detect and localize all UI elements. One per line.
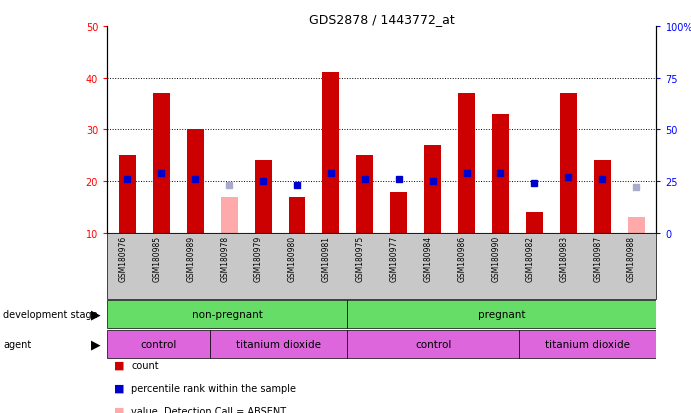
- Text: ▶: ▶: [91, 308, 100, 321]
- Text: ▶: ▶: [91, 337, 100, 351]
- Text: GSM180985: GSM180985: [152, 235, 162, 281]
- Text: titanium dioxide: titanium dioxide: [545, 339, 630, 349]
- FancyBboxPatch shape: [107, 330, 210, 358]
- Text: non-pregnant: non-pregnant: [192, 309, 263, 319]
- Bar: [492, 114, 509, 233]
- Bar: [153, 94, 170, 233]
- Bar: [289, 197, 305, 233]
- Text: GSM180981: GSM180981: [322, 235, 331, 281]
- Bar: [627, 218, 645, 233]
- Bar: [390, 192, 407, 233]
- FancyBboxPatch shape: [519, 330, 656, 358]
- Bar: [458, 94, 475, 233]
- Text: pregnant: pregnant: [478, 309, 526, 319]
- Bar: [357, 156, 373, 233]
- Text: GSM180984: GSM180984: [424, 235, 433, 281]
- Bar: [119, 156, 136, 233]
- Text: GSM180986: GSM180986: [457, 235, 466, 281]
- Text: control: control: [140, 339, 177, 349]
- Text: value, Detection Call = ABSENT: value, Detection Call = ABSENT: [131, 406, 286, 413]
- Text: GSM180990: GSM180990: [491, 235, 500, 282]
- Bar: [594, 161, 611, 233]
- Text: GSM180987: GSM180987: [593, 235, 602, 281]
- Text: percentile rank within the sample: percentile rank within the sample: [131, 383, 296, 393]
- Text: development stage: development stage: [3, 309, 98, 319]
- Text: GSM180979: GSM180979: [254, 235, 263, 282]
- Bar: [323, 73, 339, 233]
- Text: count: count: [131, 360, 159, 370]
- Title: GDS2878 / 1443772_at: GDS2878 / 1443772_at: [309, 13, 455, 26]
- Text: titanium dioxide: titanium dioxide: [236, 339, 321, 349]
- Bar: [220, 197, 238, 233]
- Bar: [526, 213, 543, 233]
- Text: GSM180975: GSM180975: [356, 235, 365, 282]
- Text: ■: ■: [114, 360, 124, 370]
- Bar: [254, 161, 272, 233]
- Text: GSM180988: GSM180988: [627, 235, 636, 281]
- FancyBboxPatch shape: [348, 300, 656, 329]
- Text: agent: agent: [3, 339, 32, 349]
- Bar: [424, 145, 441, 233]
- FancyBboxPatch shape: [348, 330, 519, 358]
- Text: GSM180989: GSM180989: [187, 235, 196, 281]
- Text: GSM180983: GSM180983: [559, 235, 568, 281]
- Text: GSM180978: GSM180978: [220, 235, 229, 281]
- Text: control: control: [415, 339, 451, 349]
- Bar: [560, 94, 577, 233]
- Bar: [187, 130, 204, 233]
- Text: GSM180982: GSM180982: [525, 235, 534, 281]
- Text: ■: ■: [114, 406, 124, 413]
- Text: GSM180977: GSM180977: [390, 235, 399, 282]
- FancyBboxPatch shape: [107, 300, 348, 329]
- Text: GSM180976: GSM180976: [118, 235, 127, 282]
- Text: ■: ■: [114, 383, 124, 393]
- Text: GSM180980: GSM180980: [288, 235, 297, 281]
- FancyBboxPatch shape: [210, 330, 348, 358]
